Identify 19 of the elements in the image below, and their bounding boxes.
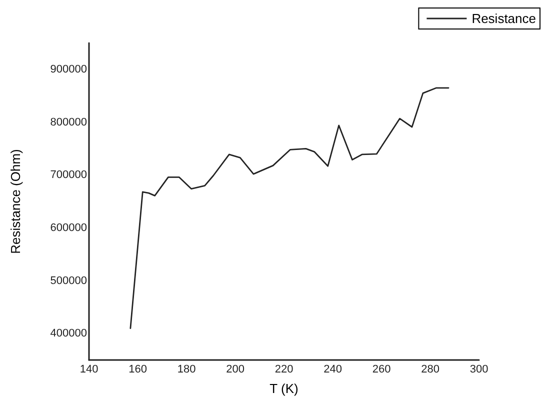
line-series: [130, 87, 450, 329]
x-tick-label: 220: [274, 364, 294, 376]
x-tick-label: 140: [80, 364, 98, 376]
x-tick-label: 280: [421, 364, 440, 376]
y-tick-label: 400000: [50, 328, 87, 340]
x-tick-label: 260: [372, 364, 391, 376]
y-tick-label: 800000: [50, 116, 87, 128]
y-tick-label: 600000: [50, 222, 87, 234]
y-axis-title: Resistance (Ohm): [8, 149, 23, 254]
legend-label: Resistance: [472, 11, 536, 26]
x-tick-label: 240: [324, 364, 342, 376]
x-tick-label: 200: [226, 364, 244, 376]
y-tick-label: 500000: [50, 274, 87, 287]
y-tick-label: 900000: [50, 63, 87, 76]
x-tick-label: 160: [128, 364, 147, 376]
y-tick-label: 700000: [50, 169, 87, 182]
x-axis-title: T (K): [270, 381, 298, 396]
x-tick-label: 300: [470, 364, 488, 376]
x-tick-label: 180: [177, 364, 196, 376]
